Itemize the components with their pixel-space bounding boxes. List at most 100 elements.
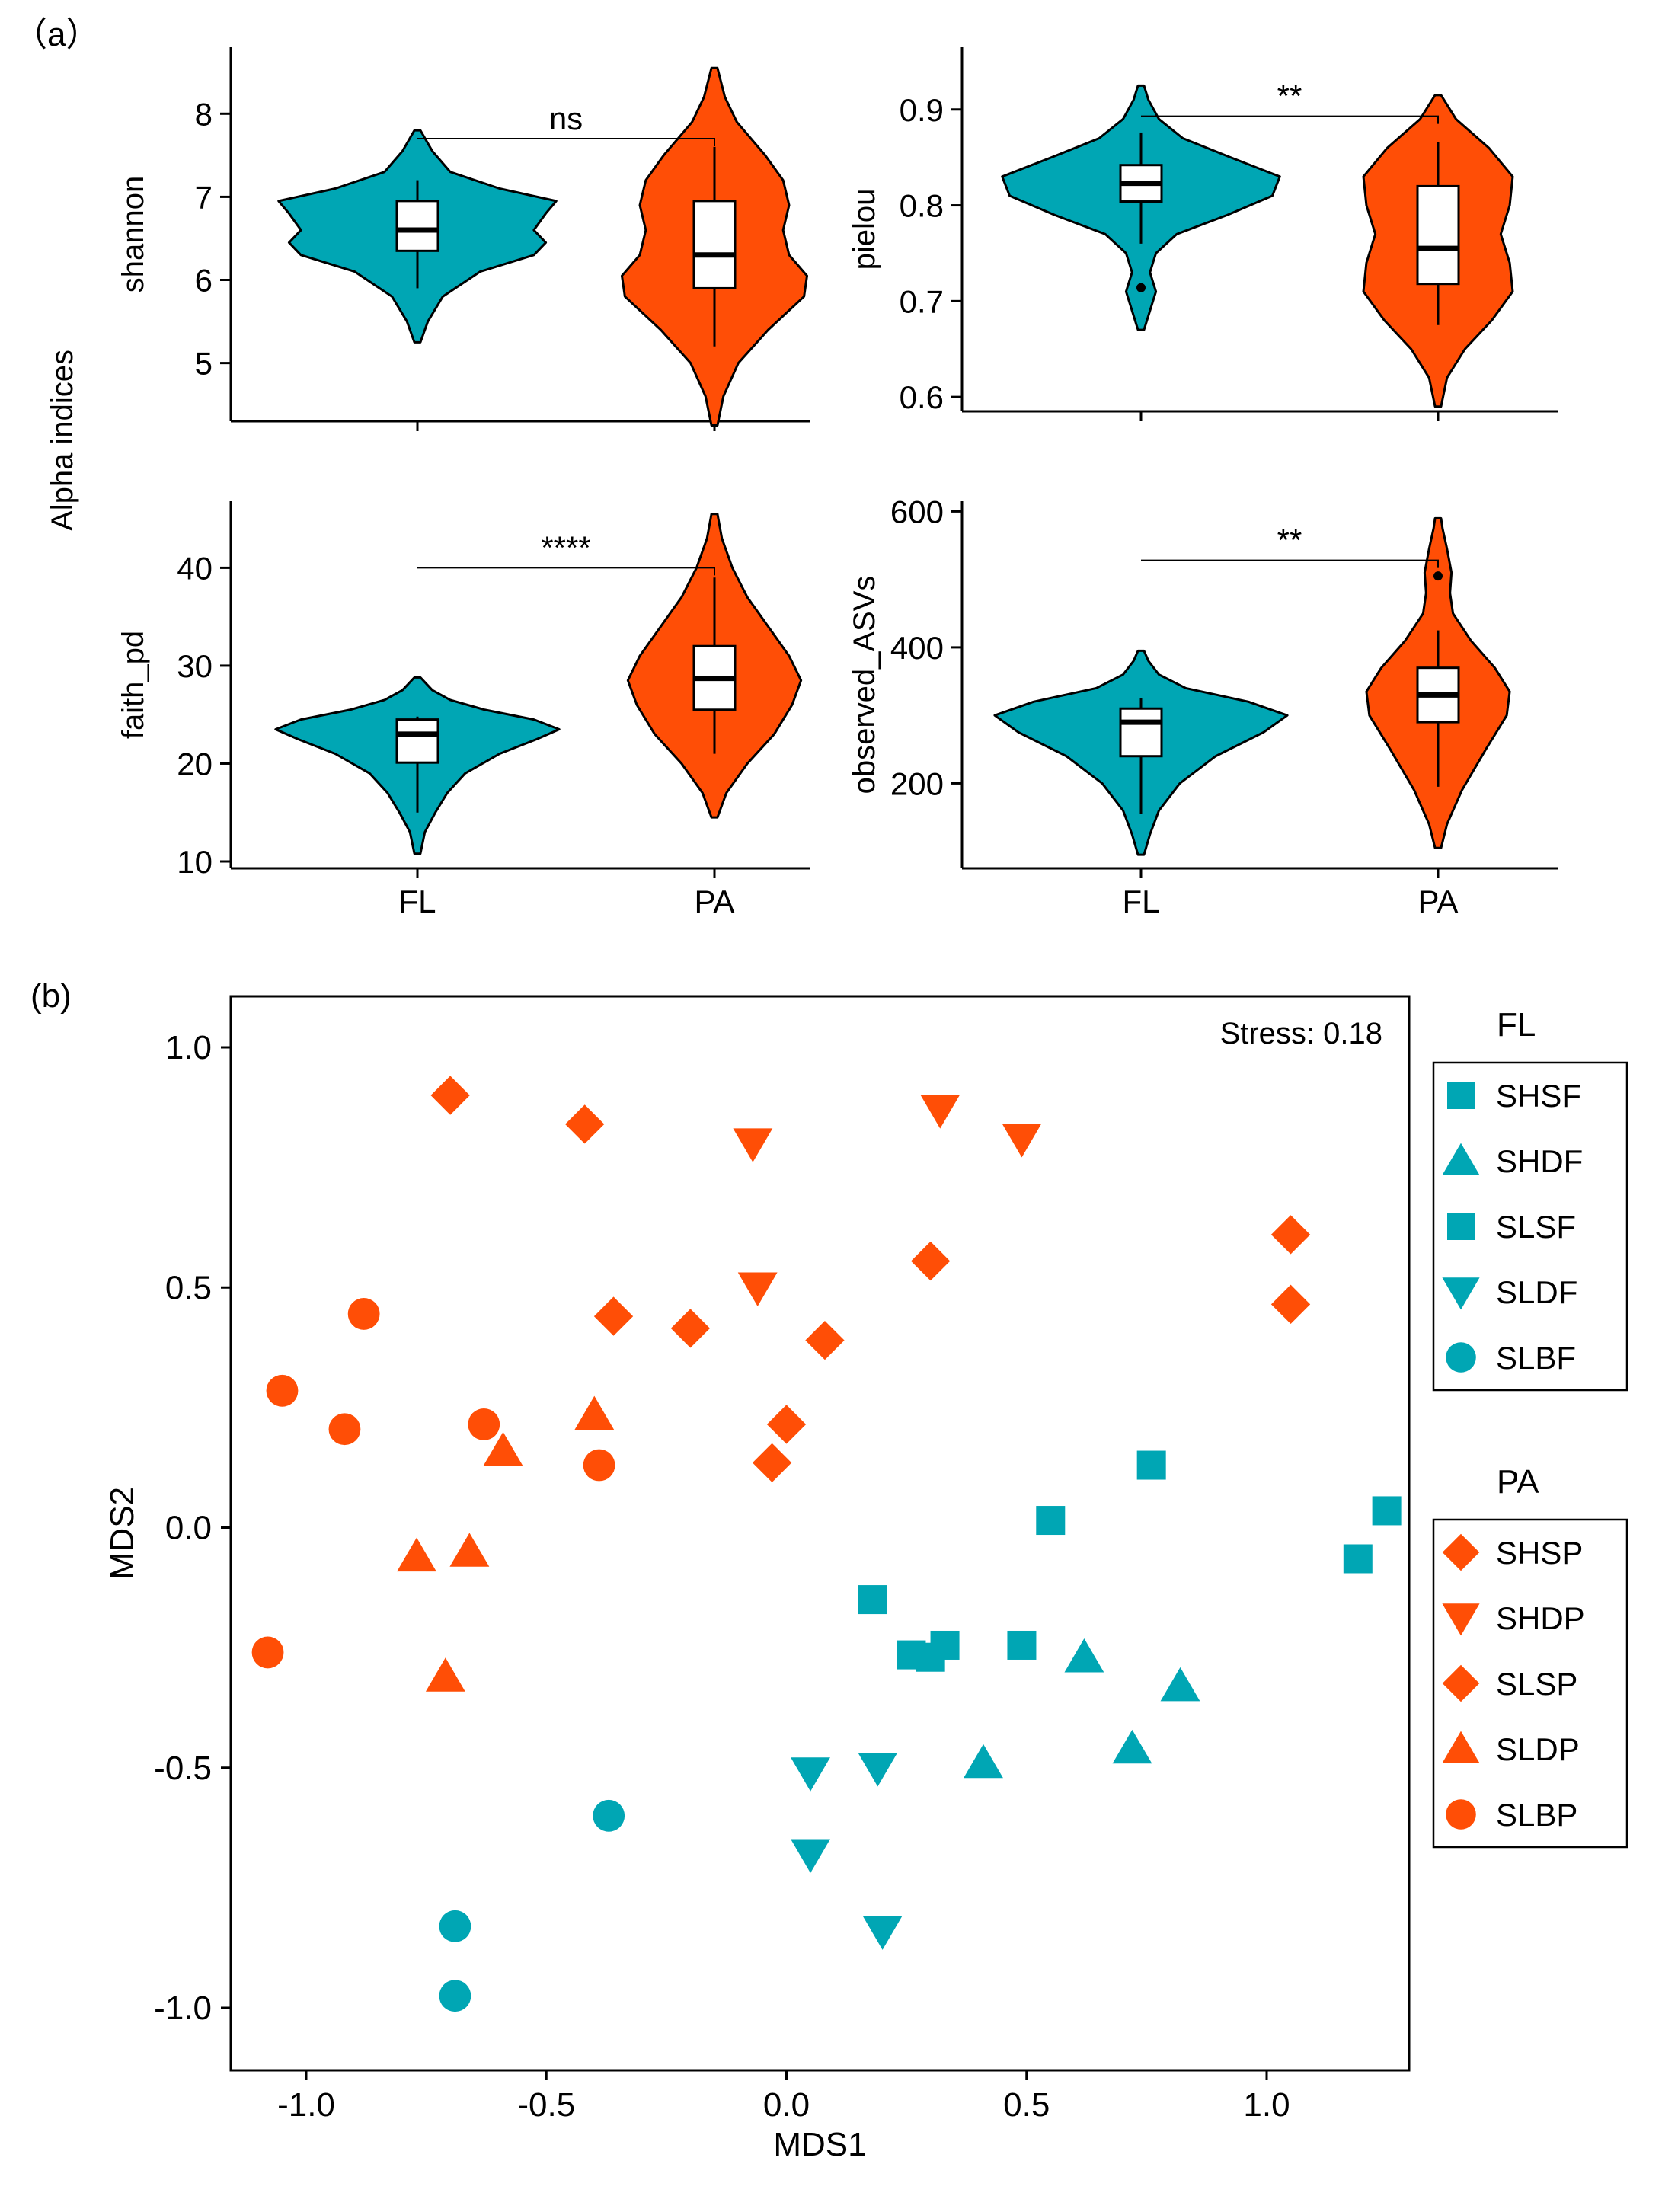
- outlier-point: [1433, 571, 1443, 581]
- y-tick-label: 30: [177, 648, 213, 684]
- scatter-point: [920, 1095, 960, 1129]
- significance-label: ****: [541, 529, 590, 565]
- y-tick-label: -1.0: [154, 1990, 212, 2027]
- legend-label: SHDF: [1496, 1143, 1583, 1179]
- scatter-point: [930, 1630, 960, 1660]
- scatter-point: [1343, 1544, 1373, 1574]
- scatter-point: [565, 1104, 605, 1144]
- panel-b-label: (b): [30, 977, 72, 1015]
- x-tick-label: 1.0: [1243, 2086, 1290, 2124]
- box-FL: [395, 200, 439, 252]
- y-tick-label: 200: [890, 766, 944, 801]
- scatter-point: [858, 1585, 887, 1615]
- scatter-point: [574, 1395, 615, 1430]
- scatter-point: [251, 1636, 284, 1669]
- scatter-point: [766, 1405, 807, 1444]
- outlier-point: [1136, 283, 1146, 292]
- y-tick-label: 8: [195, 96, 213, 132]
- alpha-indices-label: Alpha indices: [46, 350, 79, 531]
- scatter-point: [1372, 1496, 1402, 1526]
- y-tick-label: -0.5: [154, 1750, 212, 1787]
- scatter-point: [964, 1744, 1003, 1779]
- y-axis-label: pielou: [848, 189, 881, 270]
- scatter-point: [593, 1296, 634, 1336]
- y-axis-label: faith_pd: [117, 631, 150, 739]
- scatter-point: [1036, 1506, 1066, 1536]
- x-axis-label: MDS1: [773, 2126, 866, 2163]
- significance-bracket: [417, 567, 715, 576]
- violin-panel-shannon: 5 6 7 8 shannon ns: [117, 47, 810, 431]
- x-tick-label: 0.0: [763, 2086, 810, 2124]
- scatter-point: [1160, 1667, 1200, 1702]
- plot-border: [229, 995, 1411, 2072]
- y-axis-label: observed_ASVs: [848, 576, 881, 794]
- panel-a-label: （a）: [14, 16, 99, 53]
- violin-panels: 5 6 7 8 shannon ns 0.6 0.7 0.8 0.9 pielou ** 10 20 30 4…: [117, 47, 1558, 919]
- scatter-point: [397, 1537, 436, 1572]
- legend-title: FL: [1497, 1006, 1536, 1044]
- y-tick-label: 10: [177, 844, 213, 880]
- legend-marker: [1442, 1143, 1480, 1175]
- y-tick-label: 1.0: [165, 1029, 212, 1066]
- y-tick-label: 0.9: [900, 92, 944, 128]
- legend-marker: [1442, 1664, 1480, 1702]
- scatter-point: [733, 1128, 773, 1162]
- scatter-point: [1064, 1638, 1104, 1673]
- legend-label: SHSP: [1496, 1535, 1583, 1571]
- legend-box: [1432, 1518, 1628, 1849]
- x-tick-label: PA: [695, 884, 735, 919]
- box-FL: [395, 718, 439, 764]
- legend-box: [1432, 1061, 1628, 1392]
- y-tick-label: 0.0: [165, 1510, 212, 1547]
- scatter-point: [266, 1374, 299, 1407]
- legend-marker: [1446, 1799, 1476, 1830]
- x-tick-label: FL: [1122, 884, 1159, 919]
- scatter-point: [328, 1413, 361, 1446]
- legend-label: SHSF: [1496, 1078, 1581, 1114]
- scatter-point: [1136, 1450, 1166, 1480]
- scatter-point: [483, 1431, 523, 1466]
- scatter-point: [439, 1910, 471, 1942]
- x-tick-label: PA: [1418, 884, 1459, 919]
- box-PA: [1416, 184, 1460, 286]
- box-PA: [692, 200, 737, 289]
- scatter-point: [439, 1980, 471, 2012]
- legend-marker: [1447, 1082, 1475, 1109]
- scatter-point: [425, 1657, 465, 1692]
- x-tick-label: FL: [398, 884, 436, 919]
- y-tick-label: 600: [890, 494, 944, 529]
- nmds-plot: -1.0 -0.5 0.0 0.5 1.0 -1.0 -0.5 0.0 0.5 1.0 MDS1 MD…: [104, 995, 1628, 2163]
- scatter-point: [752, 1443, 792, 1483]
- violin-panel-pielou: 0.6 0.7 0.8 0.9 pielou **: [848, 47, 1558, 421]
- scatter-point: [1270, 1215, 1311, 1255]
- scatter-point: [1007, 1630, 1037, 1660]
- significance-bracket: [1141, 115, 1439, 124]
- scatter-point: [858, 1752, 898, 1787]
- scatter-points: [251, 1076, 1402, 2012]
- legend-marker: [1442, 1533, 1480, 1571]
- scatter-point: [583, 1449, 615, 1482]
- y-tick-label: 20: [177, 746, 213, 782]
- scatter-point: [1112, 1729, 1152, 1764]
- scatter-point: [593, 1799, 625, 1832]
- legend-marker: [1442, 1603, 1480, 1636]
- legend-marker: [1442, 1731, 1480, 1763]
- significance-label: **: [1277, 78, 1302, 114]
- y-tick-label: 0.8: [900, 188, 944, 224]
- significance-label: ns: [549, 101, 583, 136]
- x-tick-label: -0.5: [517, 2086, 575, 2124]
- y-tick-label: 0.6: [900, 379, 944, 415]
- legend-label: SLDP: [1496, 1731, 1580, 1767]
- legend-label: SLBF: [1496, 1340, 1576, 1376]
- nmds-panel: -1.0 -0.5 0.0 0.5 1.0 -1.0 -0.5 0.0 0.5 1.0 MDS1 MD…: [104, 995, 1628, 2163]
- scatter-point: [670, 1309, 711, 1348]
- stress-label: Stress: 0.18: [1220, 1017, 1382, 1050]
- legend-title: PA: [1497, 1463, 1539, 1501]
- significance-label: **: [1277, 523, 1302, 558]
- violin-panel-observed_ASVs: 200 400 600 observed_ASVs FL PA **: [848, 494, 1558, 919]
- y-tick-label: 7: [195, 179, 213, 215]
- x-tick-label: -1.0: [277, 2086, 335, 2124]
- legend-label: SLSF: [1496, 1209, 1576, 1245]
- scatter-point: [430, 1076, 470, 1115]
